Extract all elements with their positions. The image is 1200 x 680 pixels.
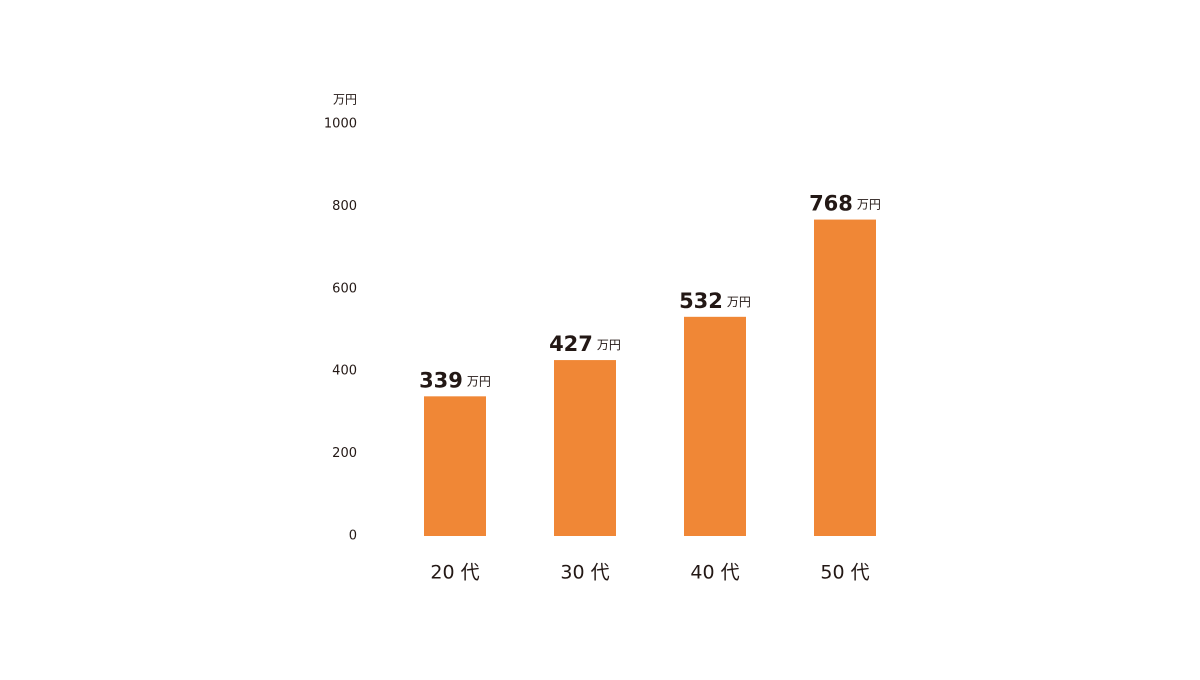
x-tick-label: 50 代 [820, 562, 869, 584]
value-label: 339 万円 [419, 368, 491, 392]
x-tick-label: 40 代 [690, 562, 739, 584]
value-label: 768 万円 [809, 192, 881, 216]
y-tick-label: 400 [332, 364, 357, 379]
value-number: 427 [549, 332, 593, 356]
bar [814, 219, 876, 537]
value-label: 427 万円 [549, 332, 621, 356]
value-unit: 万円 [857, 197, 881, 211]
y-axis-unit: 万円 [333, 93, 357, 107]
y-tick-label: 1000 [324, 117, 357, 132]
value-number: 339 [419, 368, 463, 392]
value-label: 532 万円 [679, 289, 751, 313]
value-unit: 万円 [467, 374, 491, 388]
value-number: 768 [809, 192, 853, 216]
x-tick-label: 20 代 [430, 562, 479, 584]
y-tick-label: 800 [332, 199, 357, 214]
bar [424, 396, 486, 536]
bar [554, 360, 616, 536]
x-tick-label: 30 代 [560, 562, 609, 584]
value-unit: 万円 [727, 294, 751, 308]
y-tick-label: 600 [332, 281, 357, 296]
value-number: 532 [679, 289, 723, 313]
y-tick-label: 200 [332, 446, 357, 461]
bar [684, 316, 746, 536]
y-tick-label: 0 [349, 529, 357, 544]
value-unit: 万円 [597, 338, 621, 352]
